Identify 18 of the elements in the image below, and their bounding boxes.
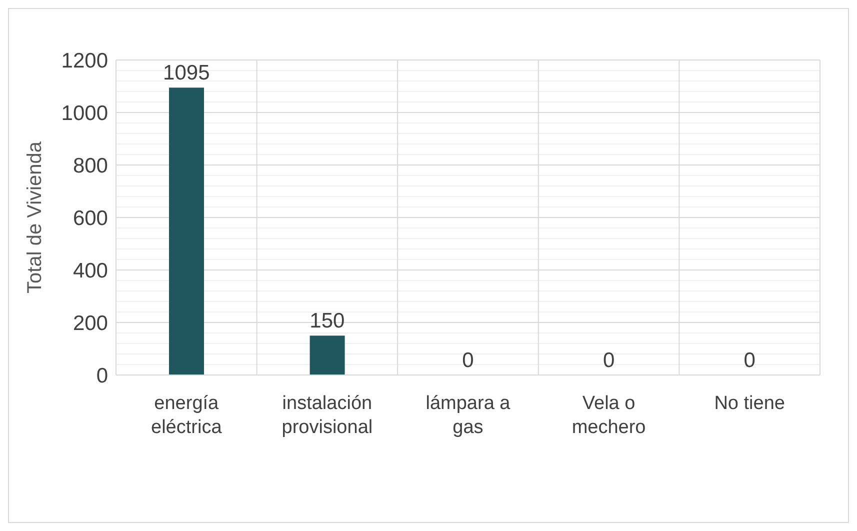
x-tick-label: Vela o mechero <box>572 393 646 438</box>
y-tick-label: 400 <box>72 259 108 282</box>
y-tick-label: 0 <box>96 364 108 388</box>
y-axis-title: Total de Vivienda <box>24 140 46 294</box>
data-label: 0 <box>744 349 756 372</box>
data-label: 0 <box>462 349 474 372</box>
x-tick-label: energía eléctrica <box>151 393 222 438</box>
data-label: 1095 <box>163 62 210 85</box>
data-label: 0 <box>602 349 615 372</box>
x-tick-label: No tiene <box>714 393 785 414</box>
y-tick-label: 1200 <box>61 49 108 72</box>
y-tick-label: 200 <box>72 312 108 335</box>
x-tick-label: instalación provisional <box>282 393 373 438</box>
y-tick-label: 800 <box>72 154 108 178</box>
y-tick-label: 600 <box>72 206 108 230</box>
data-label: 150 <box>310 310 345 333</box>
x-tick-label: lámpara a gas <box>426 393 511 438</box>
y-tick-label: 1000 <box>61 102 108 125</box>
